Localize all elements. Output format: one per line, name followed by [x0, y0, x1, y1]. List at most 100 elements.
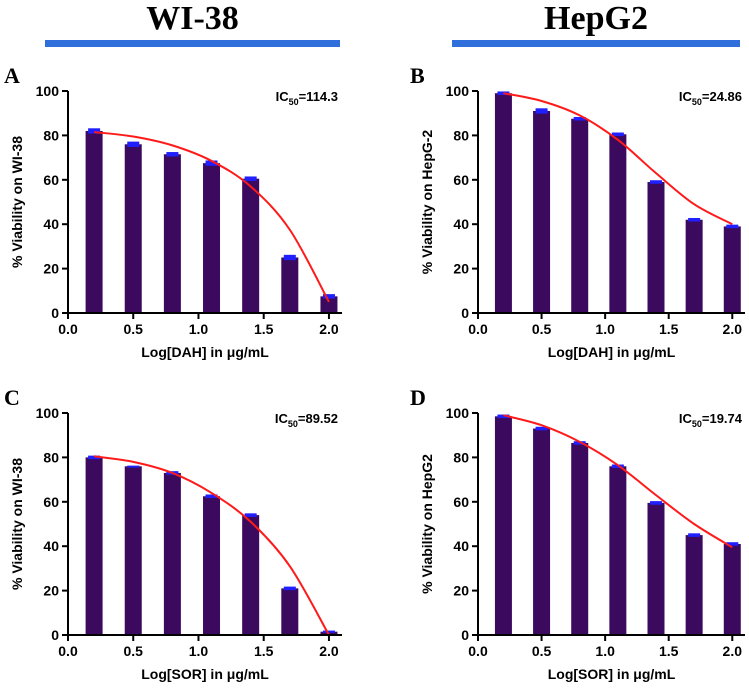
panel-letter: B: [410, 63, 425, 88]
error-bar: [205, 160, 218, 166]
error-bar: [88, 128, 101, 134]
y-tick-label: 20: [453, 261, 469, 277]
panel-letter: A: [4, 63, 20, 88]
y-tick-label: 100: [446, 405, 470, 421]
ic50-value: =24.86: [702, 89, 742, 104]
x-tick-label: 1.5: [659, 643, 679, 659]
panel-letter: C: [4, 385, 20, 410]
bar: [647, 502, 665, 635]
y-axis-label: % Viability on WI-38: [9, 458, 25, 590]
fit-curve: [93, 131, 330, 303]
bar: [203, 163, 221, 313]
chart-panel-a: A IC50=114.3 0 20 40 60 80 100 0.0 0.5 1.0 1.5 2.0 Lo…: [4, 63, 342, 360]
column-title-wi38: WI-38: [146, 0, 239, 37]
x-tick-label: 1.0: [595, 643, 615, 659]
x-tick-label: 0.5: [532, 643, 552, 659]
x-tick-label: 0.0: [58, 321, 78, 337]
x-axis-label: Log[DAH] in μg/mL: [141, 344, 269, 360]
ic50-prefix: IC: [679, 89, 693, 104]
x-tick-label: 0.5: [532, 321, 552, 337]
y-tick-label: 60: [43, 494, 59, 510]
error-bar: [688, 217, 701, 222]
error-bar: [322, 294, 335, 299]
bar: [494, 416, 512, 635]
column-bar-wi38: [45, 40, 340, 47]
x-tick-label: 1.5: [254, 643, 274, 659]
x-tick-label: 2.0: [723, 643, 743, 659]
x-tick-label: 1.0: [189, 321, 209, 337]
bar: [163, 154, 181, 313]
x-tick-label: 2.0: [319, 643, 339, 659]
x-tick-label: 0.0: [468, 643, 488, 659]
ic50-prefix: IC: [276, 89, 290, 104]
error-bar: [650, 180, 662, 184]
ic50-value: =19.74: [702, 411, 743, 426]
bar: [685, 535, 703, 635]
error-bar: [244, 176, 257, 181]
y-tick-label: 80: [43, 127, 59, 143]
x-axis-label: Log[SOR] in μg/mL: [141, 666, 269, 682]
y-tick-label: 40: [453, 216, 469, 232]
bar: [242, 515, 260, 635]
error-bar: [244, 513, 257, 517]
error-bar: [127, 465, 140, 468]
ic50-prefix: IC: [679, 411, 693, 426]
bar: [85, 457, 103, 635]
x-tick-label: 1.5: [659, 321, 679, 337]
error-bar: [88, 455, 101, 460]
y-tick-label: 40: [453, 538, 469, 554]
x-tick-label: 1.0: [189, 643, 209, 659]
y-tick-label: 100: [36, 405, 60, 421]
ic50-subscript: 50: [288, 419, 298, 429]
bar: [533, 428, 551, 635]
y-tick-label: 80: [43, 449, 59, 465]
x-tick-label: 0.0: [58, 643, 78, 659]
bar: [609, 134, 627, 313]
chart-panel-c: C IC50=89.52 0 20 40 60 80 100 0.0 0.5 1.0 1.5 2.0 Lo…: [4, 385, 342, 682]
ic50-prefix: IC: [275, 411, 289, 426]
error-bar: [573, 116, 586, 121]
error-bar: [497, 414, 510, 419]
bar: [533, 110, 551, 313]
x-tick-label: 0.5: [124, 643, 144, 659]
x-tick-label: 0.5: [124, 321, 144, 337]
bar: [685, 219, 703, 313]
error-bar: [283, 586, 296, 591]
error-bar: [611, 132, 624, 137]
bar: [571, 118, 589, 313]
ic50-label: IC50=19.74: [679, 411, 743, 429]
y-tick-label: 40: [43, 538, 59, 554]
error-bar: [535, 426, 548, 431]
chart-panel-b: B IC50=24.86 0 20 40 60 80 100 0.0 0.5 1.0 1.5 2.0 Lo…: [410, 63, 745, 360]
y-tick-label: 0: [461, 305, 469, 321]
y-tick-label: 80: [453, 449, 469, 465]
bar: [85, 130, 103, 313]
ic50-label: IC50=89.52: [275, 411, 338, 429]
x-tick-label: 0.0: [468, 321, 488, 337]
error-bar: [726, 224, 739, 229]
bar: [124, 144, 142, 313]
x-axis-label: Log[SOR] in μg/mL: [548, 666, 676, 682]
error-bar: [688, 533, 701, 537]
y-tick-label: 20: [43, 261, 59, 277]
y-tick-label: 60: [453, 494, 469, 510]
ic50-subscript: 50: [692, 419, 702, 429]
y-axis-label: % Viability on HepG2: [419, 454, 435, 594]
ic50-label: IC50=24.86: [679, 89, 742, 107]
bar: [242, 178, 260, 313]
y-axis-label: % Viability on WI-38: [9, 136, 25, 268]
bar: [647, 182, 665, 313]
x-tick-label: 1.0: [595, 321, 615, 337]
y-tick-label: 60: [43, 172, 59, 188]
ic50-value: =114.3: [299, 89, 338, 104]
error-bar: [166, 152, 179, 157]
error-bar: [535, 108, 548, 114]
bar: [320, 296, 338, 313]
bar: [571, 442, 589, 635]
bar: [723, 543, 741, 635]
bar: [203, 496, 221, 635]
ic50-subscript: 50: [692, 97, 702, 107]
error-bar: [283, 254, 296, 261]
fit-curve: [503, 92, 733, 226]
